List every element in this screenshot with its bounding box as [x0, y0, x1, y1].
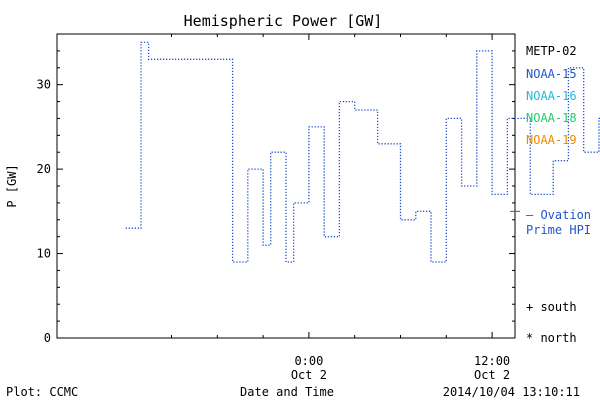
x-tick-time-label: 12:00 — [474, 354, 510, 368]
legend-ovation-line2: Prime HPI — [526, 223, 591, 237]
legend-entry-noaa-16: NOAA-16 — [526, 89, 577, 103]
series-layer — [125, 41, 600, 263]
legend-ovation-line1: — Ovation — [526, 208, 591, 222]
footer-timestamp: 2014/10/04 13:10:11 — [443, 385, 580, 399]
y-axis: 0 10 20 30 — [37, 50, 515, 345]
legend-north: * north — [526, 331, 577, 345]
y-tick-label: 20 — [37, 162, 51, 176]
legend-entry-noaa-18: NOAA-18 — [526, 111, 577, 125]
chart-title: Hemispheric Power [GW] — [184, 12, 383, 30]
y-tick-label: 10 — [37, 247, 51, 261]
legend: METP-02 NOAA-15 NOAA-16 NOAA-18 NOAA-19 … — [526, 44, 591, 345]
x-tick-time-label: 0:00 — [294, 354, 323, 368]
legend-entry-noaa-15: NOAA-15 — [526, 67, 577, 81]
x-axis-label: Date and Time — [240, 385, 334, 399]
legend-entry-metp-02: METP-02 — [526, 44, 577, 58]
y-tick-label: 0 — [44, 331, 51, 345]
x-tick-date-label: Oct 2 — [474, 368, 510, 382]
x-tick-date-label: Oct 2 — [291, 368, 327, 382]
legend-entry-noaa-19: NOAA-19 — [526, 133, 577, 147]
legend-south: + south — [526, 300, 577, 314]
footer-plot-credit: Plot: CCMC — [6, 385, 78, 399]
y-axis-label: P [GW] — [5, 164, 19, 207]
y-tick-label: 30 — [37, 78, 51, 92]
series-line-noaa-15 — [125, 41, 600, 263]
